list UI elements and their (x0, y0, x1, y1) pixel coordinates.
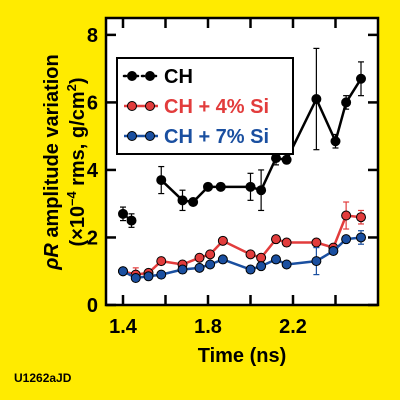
data-point (341, 234, 352, 245)
data-point (177, 264, 188, 275)
data-point (156, 269, 167, 280)
data-point (245, 181, 256, 192)
data-point (271, 254, 281, 265)
series-line-3 (122, 236, 362, 280)
data-point (356, 232, 366, 243)
series-1 (156, 47, 366, 212)
data-point (203, 181, 213, 192)
legend-marker-2 (127, 131, 137, 141)
legend-marker-0 (127, 71, 137, 81)
data-point (205, 249, 216, 260)
data-point (330, 136, 341, 147)
y-axis-label-line2: (×10–4 rms, g/cm2) (64, 77, 89, 246)
y-tick-label-3: 6 (87, 92, 98, 114)
data-point (311, 256, 322, 267)
series-line-2 (122, 214, 362, 276)
data-point (130, 272, 141, 283)
data-point (311, 237, 322, 248)
data-point (118, 266, 128, 277)
axis-labels: Time (ns) ρR amplitude variation (×10–4 … (14, 54, 286, 385)
x-axis-label: Time (ns) (198, 345, 287, 367)
data-point (215, 181, 226, 192)
data-point (188, 197, 199, 208)
data-point (217, 254, 228, 265)
series-0 (118, 206, 137, 228)
legend-marker-right-0 (145, 71, 155, 81)
data-point (281, 237, 292, 248)
data-point (143, 271, 154, 282)
series-layer (118, 47, 366, 283)
y-tick-label-1: 2 (87, 227, 98, 249)
axis-ticks: 0 2 4 6 8 1.4 1.8 2.2 (87, 18, 378, 338)
data-point (341, 210, 352, 221)
legend-label-2: CH + 7% Si (164, 126, 269, 148)
x-tick-label-2: 2.2 (279, 316, 307, 338)
data-point (156, 256, 167, 267)
data-point (118, 208, 128, 219)
data-point (271, 234, 281, 245)
data-point (156, 175, 167, 186)
x-tick-label-0: 1.4 (109, 316, 138, 338)
data-point (311, 94, 322, 105)
data-point (256, 185, 267, 196)
data-point (217, 235, 228, 246)
legend-marker-right-1 (145, 101, 155, 111)
data-point (281, 259, 292, 270)
legend-label-0: CH (164, 66, 193, 88)
y-axis-label-line1: ρR amplitude variation (41, 54, 63, 271)
legend-marker-1 (127, 101, 137, 111)
data-point (356, 73, 366, 84)
data-point (341, 97, 352, 108)
data-point (356, 212, 366, 223)
data-point (245, 249, 256, 260)
data-point (256, 261, 267, 272)
data-point (328, 245, 339, 256)
y-tick-label-4: 8 (87, 25, 98, 47)
legend: CH CH + 4% Si CH + 7% Si (116, 57, 294, 155)
legend-label-1: CH + 4% Si (164, 96, 269, 118)
legend-marker-right-2 (145, 131, 155, 141)
y-tick-label-2: 4 (87, 160, 99, 182)
data-point (256, 252, 267, 263)
data-point (205, 259, 216, 270)
y-axis-symbol: ρR (41, 243, 63, 271)
data-point (126, 215, 137, 226)
data-point (194, 262, 205, 273)
data-point (281, 154, 292, 165)
x-tick-label-1: 1.8 (194, 316, 222, 338)
data-point (194, 252, 205, 263)
figure-id: U1262aJD (14, 371, 72, 385)
data-point (177, 195, 188, 206)
series-3 (118, 230, 366, 283)
y-tick-label-0: 0 (87, 295, 98, 317)
data-point (245, 264, 256, 275)
